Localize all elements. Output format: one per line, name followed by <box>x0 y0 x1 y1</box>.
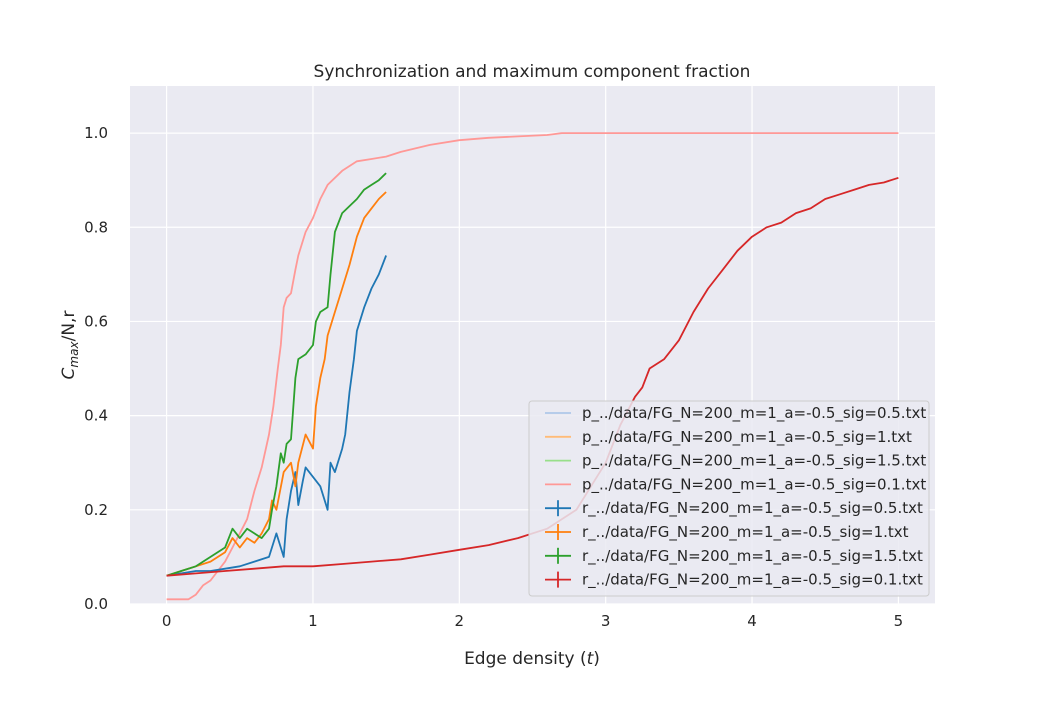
series-line-3 <box>166 132 899 601</box>
x-tick-label: 4 <box>747 612 757 630</box>
legend-label-0: p_../data/FG_N=200_m=1_a=-0.5_sig=0.5.tx… <box>582 404 926 423</box>
y-tick-label: 0.8 <box>84 218 108 236</box>
legend-label-3: p_../data/FG_N=200_m=1_a=-0.5_sig=0.1.tx… <box>582 475 926 494</box>
legend-label-5: r_../data/FG_N=200_m=1_a=-0.5_sig=1.txt <box>582 523 909 542</box>
y-tick-label: 0.2 <box>84 501 108 519</box>
x-tick-label: 1 <box>308 612 318 630</box>
legend-box <box>528 400 930 597</box>
x-ticks: 0 1 2 3 4 5 <box>162 612 903 630</box>
legend-label-6: r_../data/FG_N=200_m=1_a=-0.5_sig=1.5.tx… <box>582 547 923 566</box>
x-axis-label-var: t <box>587 649 595 669</box>
legend: p_../data/FG_N=200_m=1_a=-0.5_sig=0.5.tx… <box>528 400 930 597</box>
legend-label-7: r_../data/FG_N=200_m=1_a=-0.5_sig=0.1.tx… <box>582 571 923 590</box>
y-tick-label: 0.4 <box>84 407 108 425</box>
x-axis-label: Edge density (t) <box>464 649 600 669</box>
series-line-5 <box>166 191 387 577</box>
x-tick-label: 2 <box>455 612 465 630</box>
y-axis-label: Cmax/N,r <box>59 311 81 380</box>
y-axis-label-sub: max <box>67 341 81 368</box>
y-ticks: 0.0 0.2 0.4 0.6 0.8 1.0 <box>84 124 108 613</box>
series-line-7 <box>166 176 899 577</box>
y-tick-label: 0.0 <box>84 595 108 613</box>
y-axis-label-rest: /N,r <box>59 311 79 342</box>
x-axis-label-close: ) <box>593 649 600 669</box>
x-tick-label: 5 <box>894 612 904 630</box>
y-axis-label-var: C <box>59 367 79 379</box>
x-axis-label-main: Edge density ( <box>464 649 587 669</box>
series-line-6 <box>166 172 387 577</box>
y-tick-label: 0.6 <box>84 312 108 330</box>
chart-title: Synchronization and maximum component fr… <box>314 62 751 82</box>
legend-label-1: p_../data/FG_N=200_m=1_a=-0.5_sig=1.txt <box>582 428 912 447</box>
y-tick-label: 1.0 <box>84 124 108 142</box>
legend-label-2: p_../data/FG_N=200_m=1_a=-0.5_sig=1.5.tx… <box>582 452 926 471</box>
x-tick-label: 0 <box>162 612 172 630</box>
series-line-4 <box>166 255 387 577</box>
x-tick-label: 3 <box>601 612 611 630</box>
series-layer <box>166 132 899 601</box>
legend-label-4: r_../data/FG_N=200_m=1_a=-0.5_sig=0.5.tx… <box>582 499 923 518</box>
